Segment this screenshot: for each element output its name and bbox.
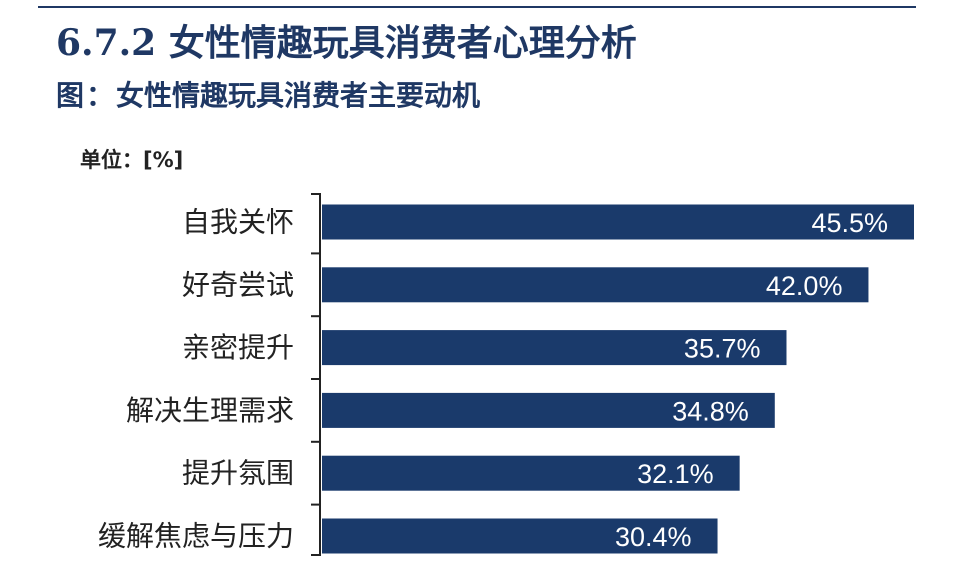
figure-colon: ： (86, 79, 115, 112)
unit-value: [%] (143, 148, 184, 172)
value-label-1: 42.0% (766, 271, 843, 301)
unit-label: 单位：[%] (80, 144, 183, 174)
bar-2 (322, 330, 787, 366)
figure-title-text: 女性情趣玩具消费者主要动机 (116, 79, 481, 112)
bar-5 (322, 518, 718, 554)
bar-1 (322, 267, 869, 303)
bar-4 (322, 455, 740, 491)
value-label-5: 30.4% (615, 522, 692, 552)
value-label-2: 35.7% (684, 334, 761, 364)
value-label-4: 32.1% (637, 459, 714, 489)
value-label-3: 34.8% (672, 396, 749, 426)
bar-3 (322, 392, 775, 428)
unit-prefix: 单位： (80, 148, 143, 172)
category-label-3: 解决生理需求 (126, 394, 294, 427)
value-label-0: 45.5% (811, 208, 888, 238)
category-label-4: 提升氛围 (182, 457, 294, 490)
category-label-2: 亲密提升 (182, 331, 294, 364)
bar-0 (322, 204, 914, 240)
top-rule (38, 6, 916, 8)
category-label-5: 缓解焦虑与压力 (98, 520, 294, 553)
category-label-0: 自我关怀 (182, 206, 294, 239)
figure-title: 图：女性情趣玩具消费者主要动机 (56, 74, 480, 114)
section-title: 6.7.2 女性情趣玩具消费者心理分析 (56, 22, 637, 64)
category-label-1: 好奇尝试 (182, 268, 294, 301)
figure-prefix: 图 (56, 79, 85, 112)
